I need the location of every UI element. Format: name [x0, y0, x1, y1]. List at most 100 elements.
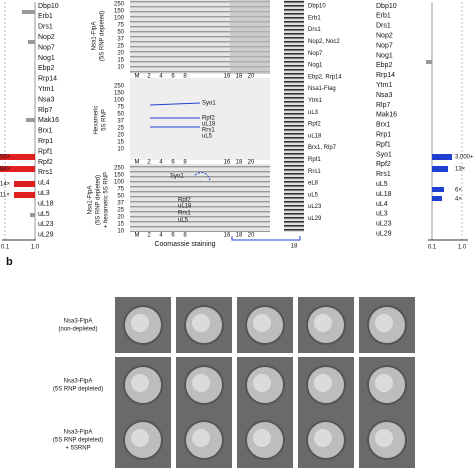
marker-label: 25: [117, 126, 124, 132]
marker-label: 100: [114, 16, 125, 22]
band-label: Syo1: [170, 174, 184, 180]
row-label: Nsa3-FtpA: [64, 430, 93, 436]
condition-label: (5S RNP depleted): [96, 175, 102, 225]
protein-label: Erb1: [376, 13, 391, 20]
lane-label: 16: [224, 233, 231, 239]
particle-core: [314, 374, 332, 392]
fold-label: 55×: [0, 155, 11, 161]
lane-label: 4: [159, 160, 163, 166]
protein-label: Nop2: [38, 34, 55, 41]
lane-label: 6: [171, 160, 175, 166]
marker-label: 15: [117, 222, 124, 228]
protein-label: Rlp7: [38, 107, 53, 114]
axis-tick-label: 0.1: [428, 245, 437, 251]
band-label: uL5: [178, 218, 189, 224]
axis-tick-label: 1.0: [31, 245, 40, 251]
condition-label: Nsa1-FtpA: [88, 186, 94, 215]
lane-label: 8: [183, 160, 187, 166]
marker-label: 15: [117, 58, 124, 64]
band-label: Nop2, Noc2: [308, 39, 340, 45]
marker-label: 25: [117, 44, 124, 50]
marker-label: 37: [117, 201, 124, 207]
protein-label: Dbp10: [38, 3, 59, 10]
lane-label: 2: [147, 160, 151, 166]
particle-core: [192, 429, 210, 447]
protein-label: Rpf2: [38, 159, 53, 166]
lane-label: 20: [248, 74, 255, 80]
protein-label: Brx1: [38, 128, 53, 135]
protein-label: Rrp14: [38, 76, 57, 83]
protein-label: Mak16: [376, 112, 397, 119]
lane-label: 20: [248, 233, 255, 239]
condition-label: Hexameric: [94, 106, 100, 135]
protein-label: uL23: [38, 221, 54, 228]
marker-label: 10: [117, 147, 124, 153]
protein-label: uL18: [376, 191, 392, 198]
protein-label: Nop7: [376, 42, 393, 49]
marker-label: 150: [114, 9, 125, 15]
band-label: Brx1, Rlp7: [308, 145, 337, 151]
band-label: uL3: [308, 110, 319, 116]
lane-label: 6: [171, 233, 175, 239]
band-label: Rrs1: [202, 128, 215, 134]
band-label: Rrs1: [308, 169, 321, 175]
marker-label: 75: [117, 23, 124, 29]
protein-label: Dbp10: [376, 3, 397, 10]
protein-label: uL5: [376, 181, 388, 188]
protein-label: Nop2: [376, 33, 393, 40]
protein-label: Nop7: [38, 44, 55, 51]
protein-label: Ebp2: [376, 62, 392, 69]
protein-label: Rrp1: [38, 138, 53, 145]
protein-label: Rpf1: [38, 148, 53, 155]
protein-label: uL4: [376, 201, 388, 208]
particle-core: [131, 374, 149, 392]
right-bar-chart: [426, 2, 468, 241]
marker-label: 100: [114, 180, 125, 186]
protein-label: uL3: [376, 211, 388, 218]
protein-label: Drs1: [38, 24, 53, 31]
protein-label: Rpf2: [376, 161, 391, 168]
marker-label: 50: [117, 112, 124, 118]
lane-label: 6: [171, 74, 175, 80]
band-label: Drs1: [308, 27, 321, 33]
band-label: uL23: [308, 204, 322, 210]
band-label: Rpf1: [308, 157, 321, 163]
axis-tick-label: 1.0: [458, 245, 467, 251]
marker-label: 250: [114, 2, 125, 8]
particle-core: [192, 314, 210, 332]
protein-label: uL29: [376, 231, 392, 238]
marker-label: 150: [114, 173, 125, 179]
band-label: uL18: [202, 122, 216, 128]
axis-tick-label: 0.1: [1, 245, 10, 251]
protein-label: Nsa3: [376, 92, 392, 99]
marker-label: 37: [117, 37, 124, 43]
left-bar-chart: [0, 2, 36, 241]
condition-label: Nsa1-FtpA: [92, 22, 98, 51]
marker-label: 250: [114, 84, 125, 90]
marker-label: 15: [117, 140, 124, 146]
band-label: Syo1: [202, 101, 216, 107]
marker-label: 50: [117, 30, 124, 36]
marker-label: 100: [114, 98, 125, 104]
lane-label: M: [135, 160, 140, 166]
particle-core: [375, 374, 393, 392]
fold-label: 11×: [0, 193, 10, 199]
marker-label: 150: [114, 91, 125, 97]
lane-label: 18: [236, 74, 243, 80]
band-label: Ytm1: [308, 98, 323, 104]
lane-label: 4: [159, 233, 163, 239]
band-label: Nop7: [308, 51, 323, 57]
marker-label: 20: [117, 51, 124, 57]
particle-core: [253, 429, 271, 447]
band-label: Ebp2, Rrp14: [308, 74, 342, 80]
marker-label: 75: [117, 105, 124, 111]
fold-label: 84×: [0, 167, 11, 173]
x-label: Coomassie staining: [154, 241, 215, 248]
protein-label: Nog1: [38, 55, 55, 62]
lane-label: 2: [147, 74, 151, 80]
protein-label: uL5: [38, 211, 50, 218]
particle-core: [253, 314, 271, 332]
band-label: uL5: [202, 134, 213, 140]
strip-label: 18: [291, 244, 298, 250]
